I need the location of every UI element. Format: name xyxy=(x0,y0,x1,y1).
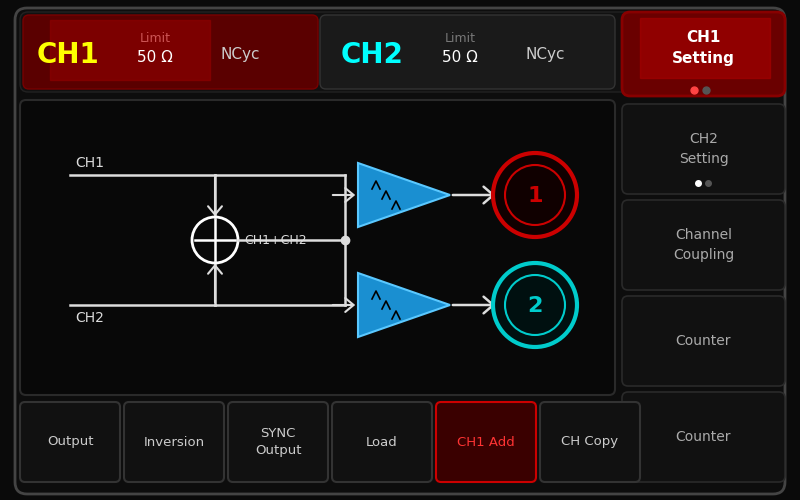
FancyBboxPatch shape xyxy=(228,402,328,482)
Text: Limit: Limit xyxy=(445,32,475,44)
Text: Counter: Counter xyxy=(676,334,731,348)
FancyBboxPatch shape xyxy=(540,402,640,482)
Text: SYNC
Output: SYNC Output xyxy=(254,427,302,457)
Text: CH1
Setting: CH1 Setting xyxy=(671,30,734,66)
Circle shape xyxy=(493,153,577,237)
Text: CH2: CH2 xyxy=(75,311,104,325)
Text: CH2: CH2 xyxy=(341,41,403,69)
Bar xyxy=(640,18,770,78)
FancyBboxPatch shape xyxy=(20,100,615,395)
Text: CH1+CH2: CH1+CH2 xyxy=(244,234,306,246)
Text: 50 Ω: 50 Ω xyxy=(137,50,173,66)
FancyBboxPatch shape xyxy=(622,12,785,96)
FancyBboxPatch shape xyxy=(15,8,785,494)
Text: NCyc: NCyc xyxy=(526,48,565,62)
Text: Output: Output xyxy=(46,436,94,448)
Text: CH1: CH1 xyxy=(75,156,104,170)
Text: CH1: CH1 xyxy=(37,41,99,69)
Text: Inversion: Inversion xyxy=(143,436,205,448)
FancyBboxPatch shape xyxy=(332,402,432,482)
FancyBboxPatch shape xyxy=(622,104,785,194)
Text: 2: 2 xyxy=(527,296,542,316)
FancyBboxPatch shape xyxy=(622,200,785,290)
Text: Load: Load xyxy=(366,436,398,448)
Text: Counter: Counter xyxy=(676,430,731,444)
Text: CH2
Setting: CH2 Setting xyxy=(678,132,728,166)
FancyBboxPatch shape xyxy=(436,402,536,482)
Text: Limit: Limit xyxy=(139,32,170,44)
Bar xyxy=(50,20,210,80)
Text: 50 Ω: 50 Ω xyxy=(442,50,478,66)
FancyBboxPatch shape xyxy=(622,296,785,386)
FancyBboxPatch shape xyxy=(20,402,120,482)
Polygon shape xyxy=(358,163,450,227)
Text: NCyc: NCyc xyxy=(220,48,260,62)
Text: CH Copy: CH Copy xyxy=(562,436,618,448)
FancyBboxPatch shape xyxy=(20,12,782,92)
Polygon shape xyxy=(358,273,450,337)
FancyBboxPatch shape xyxy=(320,15,615,89)
Circle shape xyxy=(493,263,577,347)
Text: 1: 1 xyxy=(527,186,542,206)
Text: Channel
Coupling: Channel Coupling xyxy=(673,228,734,262)
FancyBboxPatch shape xyxy=(23,15,318,89)
FancyBboxPatch shape xyxy=(622,392,785,482)
Text: CH1 Add: CH1 Add xyxy=(457,436,515,448)
FancyBboxPatch shape xyxy=(124,402,224,482)
